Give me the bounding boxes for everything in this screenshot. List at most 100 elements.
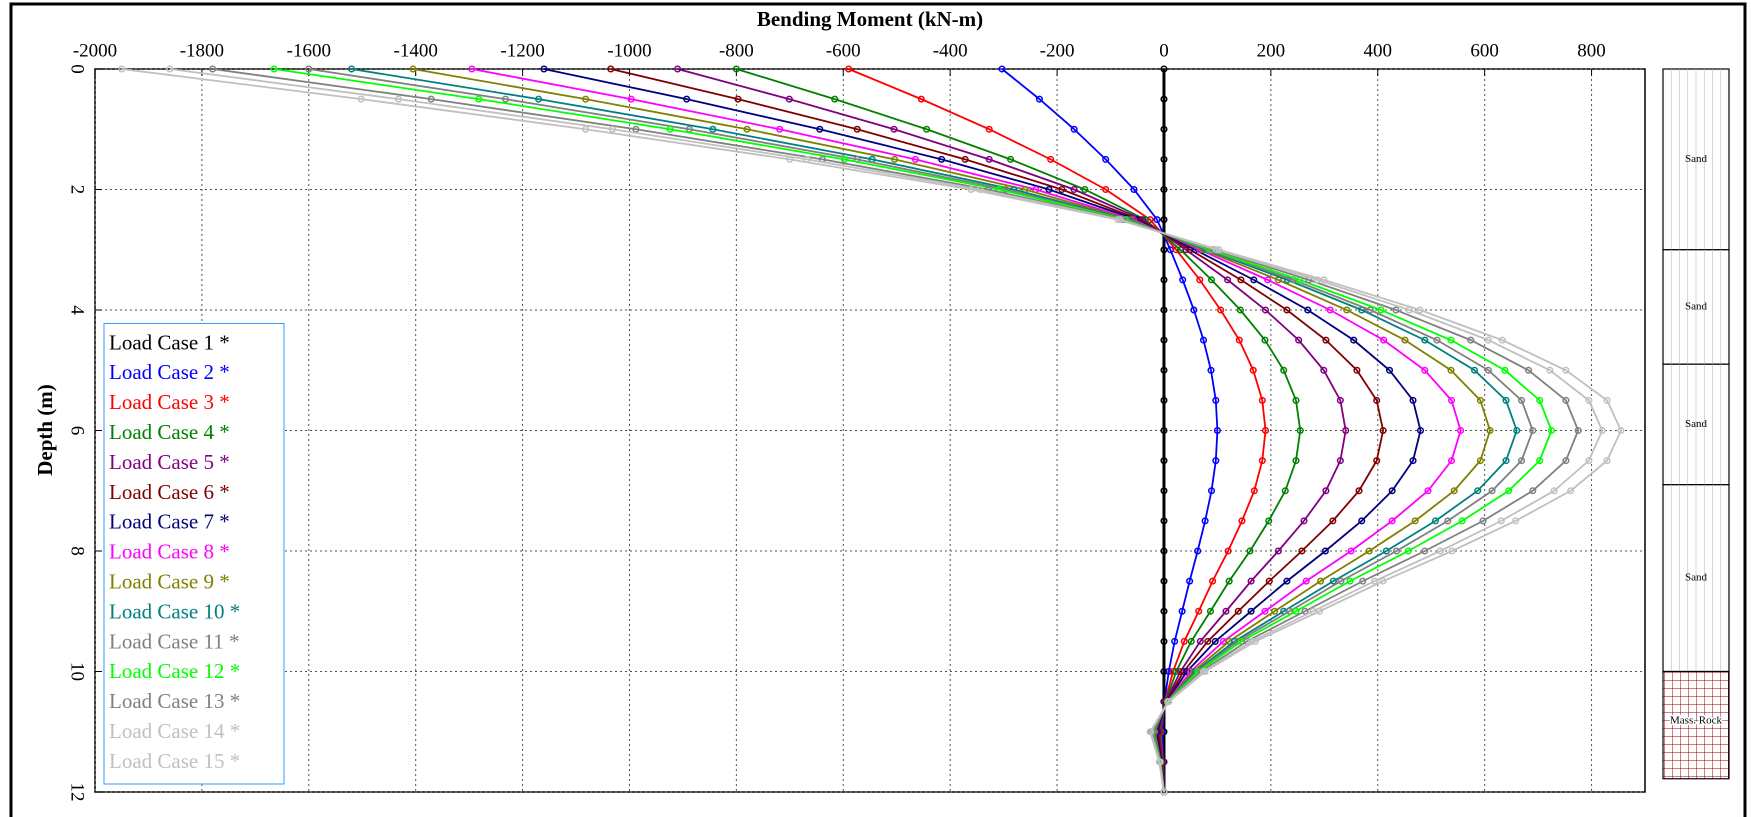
series-marker [1224,547,1232,555]
series-marker [1207,276,1216,284]
x-tick-label: -1200 [500,40,544,61]
series-marker [1160,457,1168,465]
y-tick-label: 6 [67,426,88,436]
series-marker [1562,396,1570,404]
series-marker [1431,517,1440,525]
x-tick-label: 200 [1257,40,1286,61]
series-marker [1160,306,1168,314]
series-marker [1302,577,1310,585]
series-marker [1179,276,1187,284]
x-tick-label: -800 [719,40,754,61]
x-tick-label: 600 [1470,40,1499,61]
series-marker [1160,577,1168,585]
series-line [308,68,1534,793]
series-marker [1171,637,1179,645]
series-marker [1353,366,1361,374]
series-marker [1296,426,1304,435]
legend-label: Load Case 11 * [109,629,239,653]
series-marker [1281,487,1289,495]
series-marker [1433,336,1441,344]
y-axis-title: Depth (m) [33,384,57,476]
series-marker [1329,517,1337,525]
series-marker [1271,607,1279,615]
series-marker [891,155,899,163]
series-marker [582,125,590,133]
series-marker [1392,306,1400,314]
legend-box [103,323,285,785]
series-marker [1160,547,1168,555]
legend-label: Load Case 5 * [109,450,230,474]
series-marker [1598,426,1606,435]
series-marker [1337,577,1345,585]
series-marker [1421,336,1429,344]
series-marker [1411,517,1419,525]
x-tick-label: -1800 [180,40,224,61]
series-marker [785,95,793,103]
series-marker [607,65,615,73]
series-marker [1502,457,1510,465]
series-marker [976,185,984,194]
series-marker [1458,517,1466,525]
series-marker [1536,396,1544,404]
series-marker [1199,336,1208,344]
series-marker [1160,95,1168,103]
series-marker [1114,216,1122,224]
series-marker [1247,577,1255,585]
series-marker [1401,336,1409,344]
series-layer [118,65,1625,796]
series-marker [1235,336,1243,344]
series-marker [1505,487,1513,495]
series-marker [1265,577,1273,585]
series-marker [305,65,313,73]
series-marker [776,125,784,133]
series-marker [1250,487,1258,495]
series-marker [1574,426,1582,435]
series-marker [1617,426,1625,435]
series-marker [1298,547,1306,555]
series-line [121,68,1622,793]
series-marker [1249,366,1257,374]
series-marker [1160,185,1168,194]
series-marker [468,65,476,73]
legend-label: Load Case 7 * [109,510,230,534]
x-tick-label: -1400 [394,40,438,61]
series-marker [840,155,848,163]
series-marker [1292,457,1300,465]
series-marker [1007,155,1015,163]
series-marker [1322,487,1330,495]
series-marker [1295,336,1303,344]
series-marker [1180,637,1188,645]
series-marker [1261,306,1270,314]
series-marker [1347,547,1355,555]
x-tick-label: -1000 [607,40,651,61]
series-marker [1258,457,1266,465]
series-marker [1292,607,1300,615]
series-marker [1342,426,1350,435]
series-marker [998,65,1006,73]
series-marker [1550,487,1558,495]
soil-label: Sand [1685,418,1708,430]
series-marker [357,95,365,103]
series-marker [1224,276,1232,284]
series-marker [1502,396,1510,404]
series-marker [1160,336,1168,344]
y-tick-label: 8 [67,546,88,556]
series-marker [1280,366,1288,374]
series-marker [666,125,674,133]
series-marker [348,65,356,73]
series-marker [1160,155,1168,163]
series-marker [1201,517,1209,525]
series-marker [1246,547,1254,555]
series-marker [1261,426,1270,435]
soil-label: Mass. Rock [1670,714,1722,726]
series-marker [917,95,925,103]
series-marker [1160,426,1168,435]
series-marker [1322,336,1330,344]
series-marker [1529,426,1537,435]
series-marker [1160,667,1168,676]
series-marker [1474,487,1482,495]
series-marker [1234,607,1242,615]
x-tick-label: 800 [1577,40,1606,61]
series-marker [395,95,403,103]
x-tick-label: -200 [1040,40,1075,61]
